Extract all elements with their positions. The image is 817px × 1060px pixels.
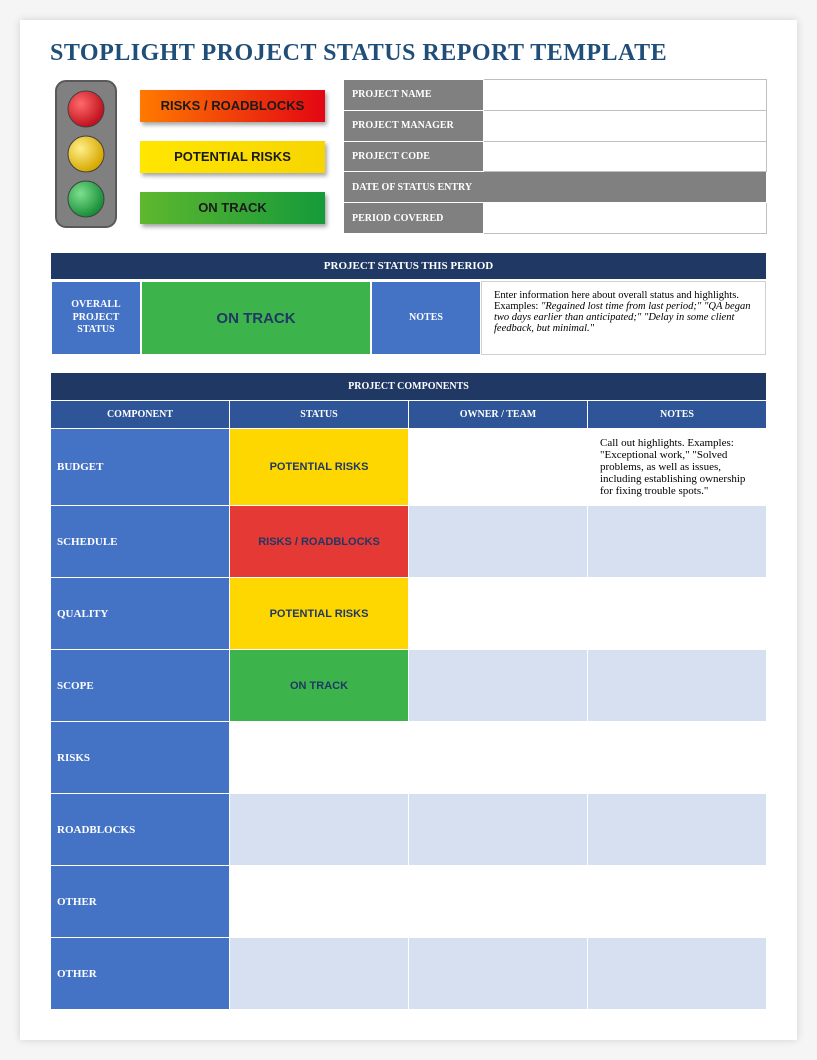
- top-row: RISKS / ROADBLOCKS POTENTIAL RISKS ON TR…: [50, 79, 767, 234]
- legend: RISKS / ROADBLOCKS POTENTIAL RISKS ON TR…: [140, 79, 325, 234]
- stoplight-icon: [50, 79, 122, 234]
- field-project-name-label: PROJECT NAME: [344, 80, 484, 111]
- field-project-name-value[interactable]: [484, 80, 767, 111]
- component-notes[interactable]: [588, 506, 767, 578]
- component-notes[interactable]: [588, 938, 767, 1010]
- component-status: POTENTIAL RISKS: [230, 429, 409, 506]
- component-notes[interactable]: [588, 722, 767, 794]
- components-table: PROJECT COMPONENTS COMPONENT STATUS OWNE…: [50, 372, 767, 1010]
- field-project-code-label: PROJECT CODE: [344, 141, 484, 172]
- overall-notes-value[interactable]: Enter information here about overall sta…: [481, 281, 766, 355]
- component-owner[interactable]: [409, 722, 588, 794]
- page-title: STOPLIGHT PROJECT STATUS REPORT TEMPLATE: [50, 40, 767, 67]
- component-owner[interactable]: [409, 938, 588, 1010]
- component-status: [230, 794, 409, 866]
- legend-on-track: ON TRACK: [140, 192, 325, 224]
- component-owner[interactable]: [409, 506, 588, 578]
- table-row: SCOPEON TRACK: [51, 650, 767, 722]
- component-name: OTHER: [51, 866, 230, 938]
- component-notes[interactable]: [588, 794, 767, 866]
- legend-potential-risks: POTENTIAL RISKS: [140, 141, 325, 173]
- overall-status-label-text: OVERALLPROJECTSTATUS: [71, 299, 120, 337]
- component-name: BUDGET: [51, 429, 230, 506]
- col-status: STATUS: [230, 401, 409, 429]
- component-name: OTHER: [51, 938, 230, 1010]
- component-name: ROADBLOCKS: [51, 794, 230, 866]
- component-status: [230, 866, 409, 938]
- table-row: BUDGETPOTENTIAL RISKS Call out highlights…: [51, 429, 767, 506]
- component-notes[interactable]: [588, 578, 767, 650]
- component-name: QUALITY: [51, 578, 230, 650]
- legend-risks-roadblocks: RISKS / ROADBLOCKS: [140, 90, 325, 122]
- field-period-covered-label: PERIOD COVERED: [344, 203, 484, 234]
- project-info-table: PROJECT NAME PROJECT MANAGER PROJECT COD…: [343, 79, 767, 234]
- component-owner[interactable]: [409, 650, 588, 722]
- overall-status-value: ON TRACK: [141, 281, 371, 355]
- overall-status-row: OVERALLPROJECTSTATUS ON TRACK NOTES Ente…: [50, 280, 767, 356]
- col-component: COMPONENT: [51, 401, 230, 429]
- field-period-covered-value[interactable]: [484, 203, 767, 234]
- component-notes[interactable]: [588, 866, 767, 938]
- component-status: [230, 722, 409, 794]
- component-owner[interactable]: [409, 429, 588, 506]
- component-name: RISKS: [51, 722, 230, 794]
- overall-status-label: OVERALLPROJECTSTATUS: [51, 281, 141, 355]
- field-project-code-value[interactable]: [484, 141, 767, 172]
- table-row: ROADBLOCKS: [51, 794, 767, 866]
- field-date-of-status-entry: DATE OF STATUS ENTRY: [344, 172, 767, 203]
- components-header-row: COMPONENT STATUS OWNER / TEAM NOTES: [51, 401, 767, 429]
- component-name: SCOPE: [51, 650, 230, 722]
- table-row: RISKS: [51, 722, 767, 794]
- component-name: SCHEDULE: [51, 506, 230, 578]
- component-notes[interactable]: [588, 650, 767, 722]
- report-page: STOPLIGHT PROJECT STATUS REPORT TEMPLATE: [20, 20, 797, 1040]
- component-owner[interactable]: [409, 578, 588, 650]
- overall-notes-label: NOTES: [371, 281, 481, 355]
- component-status: ON TRACK: [230, 650, 409, 722]
- table-row: QUALITYPOTENTIAL RISKS: [51, 578, 767, 650]
- col-owner: OWNER / TEAM: [409, 401, 588, 429]
- table-row: OTHER: [51, 938, 767, 1010]
- field-project-manager-value[interactable]: [484, 110, 767, 141]
- component-owner[interactable]: [409, 794, 588, 866]
- table-row: OTHER: [51, 866, 767, 938]
- section-header-status: PROJECT STATUS THIS PERIOD: [50, 252, 767, 280]
- component-owner[interactable]: [409, 866, 588, 938]
- table-row: SCHEDULERISKS / ROADBLOCKS: [51, 506, 767, 578]
- component-status: POTENTIAL RISKS: [230, 578, 409, 650]
- field-project-manager-label: PROJECT MANAGER: [344, 110, 484, 141]
- col-notes: NOTES: [588, 401, 767, 429]
- component-status: RISKS / ROADBLOCKS: [230, 506, 409, 578]
- section-header-components: PROJECT COMPONENTS: [51, 373, 767, 401]
- component-notes[interactable]: Call out highlights. Examples: "Exceptio…: [588, 429, 767, 506]
- component-status: [230, 938, 409, 1010]
